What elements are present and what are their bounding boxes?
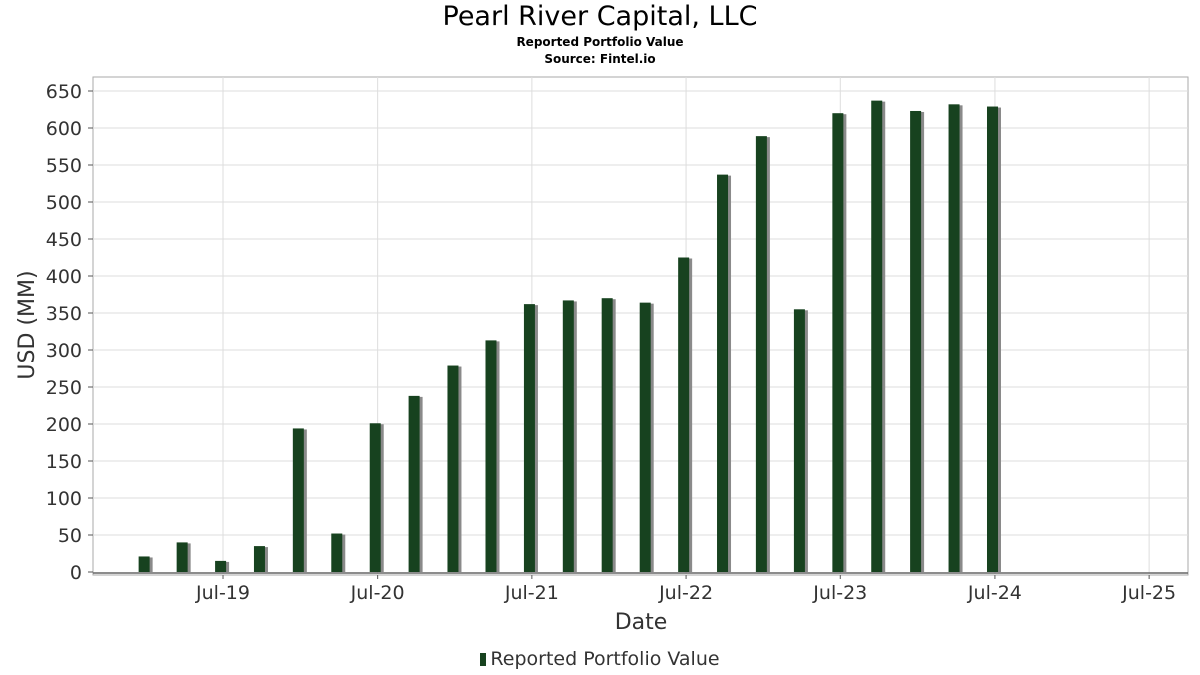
bar: [408, 395, 420, 572]
bar: [447, 365, 459, 572]
portfolio-value-chart: 0 50 100 150 200 250 300 350 400 450 500 550 600 650 J…: [15, 76, 1189, 635]
bar: [253, 546, 265, 572]
y-axis-label: USD (MM): [15, 270, 40, 379]
y-tick-label: 50: [58, 525, 82, 547]
x-tick-label: Jul-19: [195, 582, 250, 604]
y-tick-label: 350: [46, 303, 82, 325]
y-tick-label: 200: [46, 414, 82, 436]
y-tick-label: 300: [46, 340, 82, 362]
y-tick-label: 0: [70, 562, 82, 584]
x-tick-label: Jul-24: [967, 582, 1022, 604]
chart-subtitle: Reported Portfolio Value: [516, 35, 684, 49]
x-tick-label: Jul-20: [350, 582, 405, 604]
bar: [562, 300, 574, 572]
bar: [485, 340, 497, 572]
legend-swatch: [480, 653, 487, 666]
bar: [639, 302, 651, 572]
bar: [292, 428, 304, 572]
bar: [523, 304, 535, 572]
y-tick-label: 450: [46, 229, 82, 251]
bar: [832, 113, 844, 572]
y-tick-label: 550: [46, 155, 82, 177]
legend: Reported Portfolio Value: [0, 648, 1200, 670]
bar: [910, 110, 922, 572]
bar: [215, 560, 227, 572]
bar: [331, 533, 343, 572]
bar: [986, 106, 998, 572]
bar: [948, 104, 960, 572]
legend-label: Reported Portfolio Value: [490, 648, 720, 670]
bar: [176, 542, 188, 572]
y-tick-label: 500: [46, 192, 82, 214]
chart-title: Pearl River Capital, LLC: [442, 1, 758, 32]
y-tick-label: 600: [46, 118, 82, 140]
x-tick-label: Jul-25: [1121, 582, 1176, 604]
bar: [601, 298, 613, 572]
bar: [369, 423, 381, 572]
bar: [871, 100, 883, 573]
y-tick-label: 150: [46, 451, 82, 473]
bar: [138, 556, 150, 572]
chart-source: Source: Fintel.io: [544, 52, 656, 66]
x-tick-label: Jul-22: [658, 582, 713, 604]
x-tick-label: Jul-21: [504, 582, 559, 604]
y-tick-label: 250: [46, 377, 82, 399]
x-tick-label: Jul-23: [812, 582, 867, 604]
bar: [678, 257, 690, 572]
bar: [755, 136, 767, 572]
y-tick-label: 650: [46, 81, 82, 103]
x-axis-label: Date: [615, 610, 668, 635]
bar: [717, 174, 729, 572]
bar: [793, 309, 805, 572]
y-tick-label: 100: [46, 488, 82, 510]
y-tick-label: 400: [46, 266, 82, 288]
